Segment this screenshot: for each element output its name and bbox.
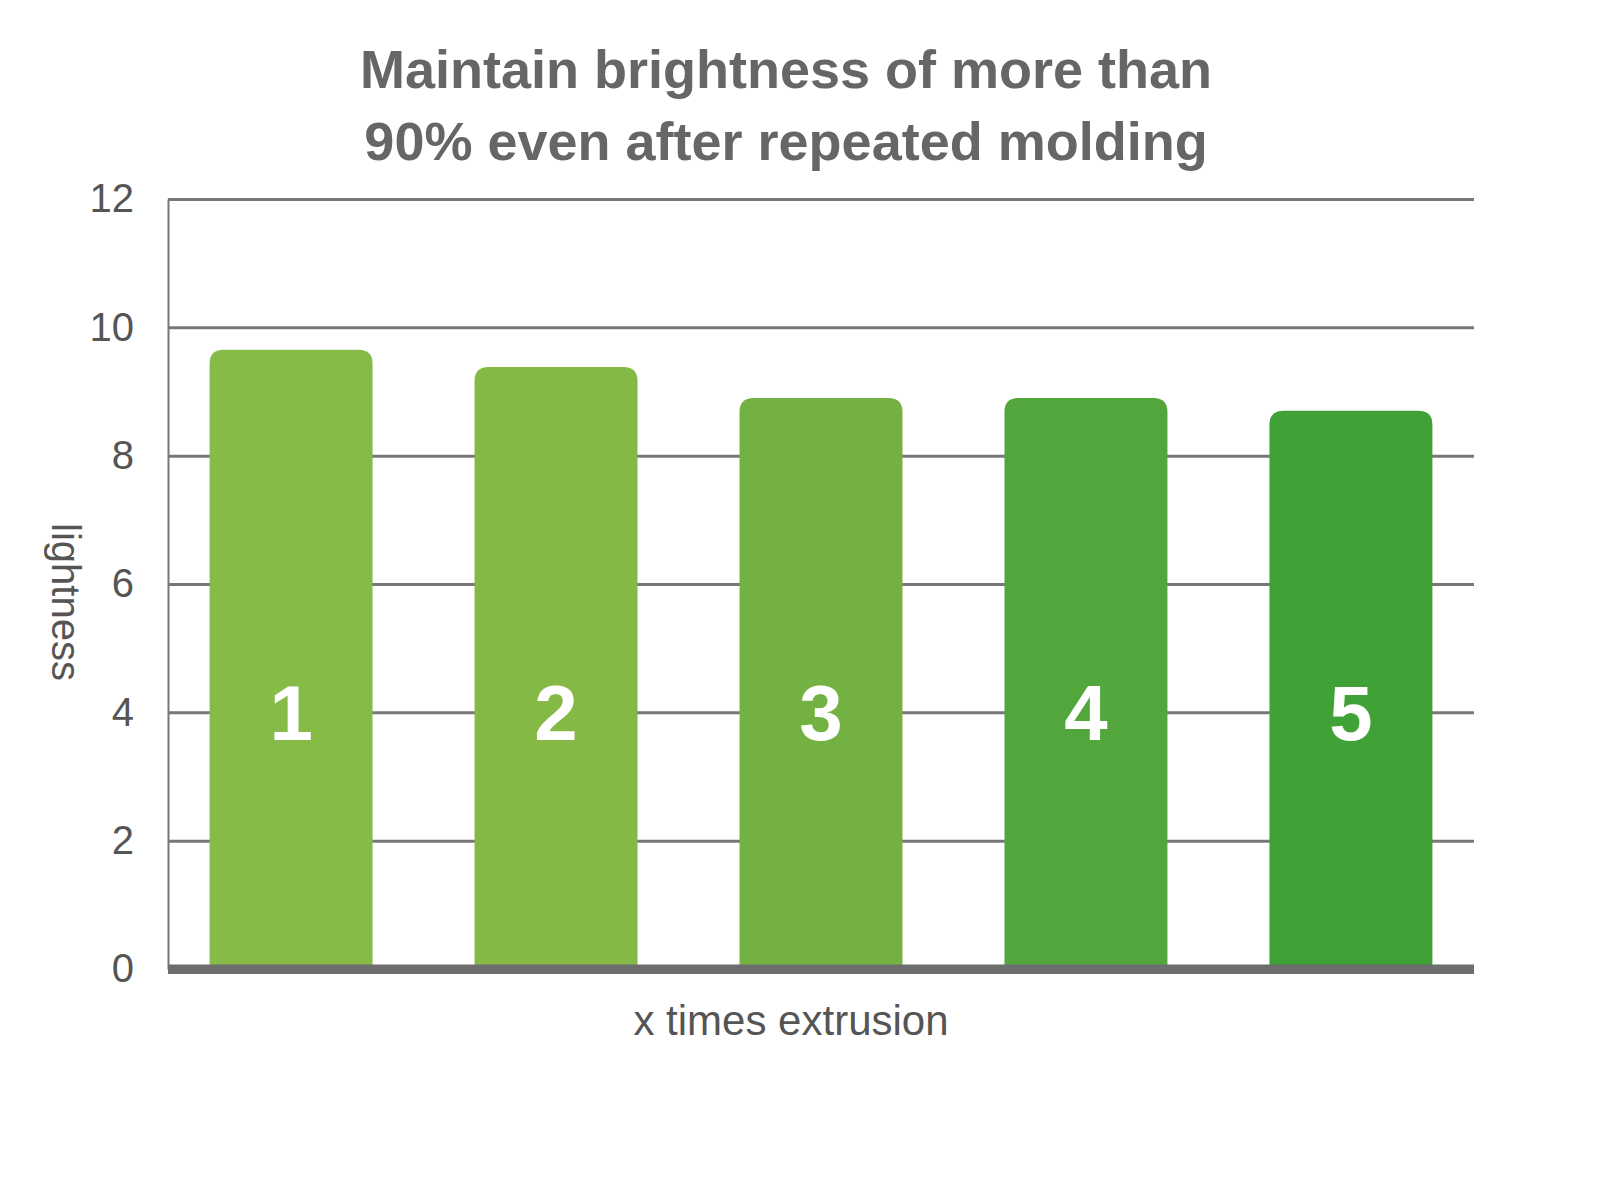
bars bbox=[210, 350, 1433, 969]
y-axis: 024681012 bbox=[90, 176, 1475, 990]
chart: Maintain brightness of more than 90% even… bbox=[0, 0, 1600, 1200]
y-tick: 10 bbox=[90, 305, 1475, 349]
baseline bbox=[168, 965, 1474, 974]
title-group: Maintain brightness of more than 90% even… bbox=[360, 39, 1212, 171]
x-axis-title: x times extrusion bbox=[633, 997, 948, 1044]
y-tick-label: 4 bbox=[112, 690, 134, 734]
x-tick-label: 3 bbox=[799, 669, 842, 757]
y-tick-label: 12 bbox=[90, 176, 135, 220]
bar bbox=[210, 350, 373, 969]
y-tick-label: 8 bbox=[112, 433, 134, 477]
bar bbox=[740, 398, 903, 969]
y-tick-label: 6 bbox=[112, 561, 134, 605]
bar bbox=[1269, 411, 1432, 969]
grid-line bbox=[168, 198, 1474, 201]
y-axis-title: lightness bbox=[44, 523, 88, 681]
y-tick-label: 10 bbox=[90, 305, 135, 349]
title: 90% even after repeated molding bbox=[364, 111, 1207, 171]
grid-line bbox=[168, 965, 1474, 974]
title: Maintain brightness of more than bbox=[360, 39, 1212, 99]
plot: 024681012 bbox=[90, 176, 1475, 990]
bar bbox=[475, 367, 638, 969]
x-tick-label: 2 bbox=[534, 669, 577, 757]
x-tick-labels: 1 2 3 4 5 bbox=[269, 669, 1372, 757]
x-tick-label: 4 bbox=[1064, 669, 1107, 757]
y-tick-label: 0 bbox=[112, 946, 134, 990]
y-tick-label: 2 bbox=[112, 818, 134, 862]
x-tick-label: 5 bbox=[1329, 669, 1372, 757]
grid-line bbox=[168, 326, 1474, 329]
bar bbox=[1004, 398, 1167, 969]
y-tick: 12 bbox=[90, 176, 1475, 220]
x-tick-label: 1 bbox=[269, 669, 312, 757]
